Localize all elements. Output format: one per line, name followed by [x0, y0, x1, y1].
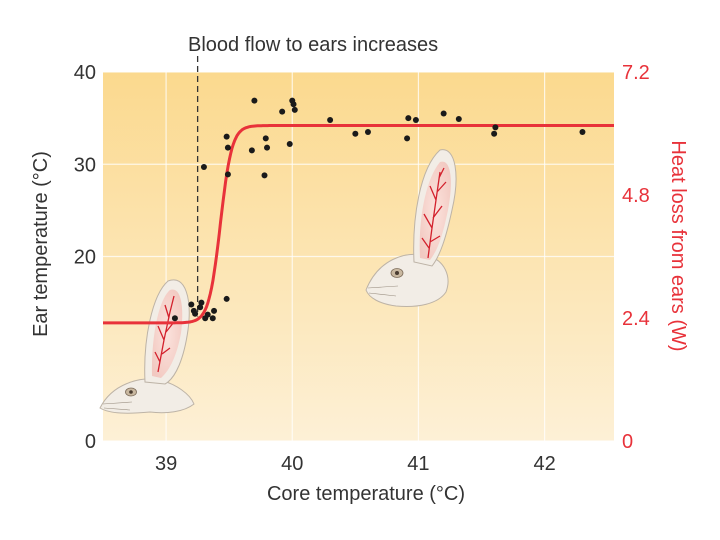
data-point — [412, 116, 419, 123]
data-point — [440, 110, 447, 117]
data-point — [224, 171, 231, 178]
y-tick-label: 20 — [74, 247, 96, 269]
data-point — [405, 115, 412, 122]
data-point — [261, 172, 268, 179]
x-tick-label: 40 — [281, 453, 303, 475]
data-point — [262, 135, 269, 142]
x-tick-label: 39 — [155, 453, 177, 475]
y2-tick-label: 4.8 — [622, 185, 650, 207]
y-axis-label: Ear temperature (°C) — [30, 151, 52, 337]
data-point — [492, 124, 499, 131]
data-point — [198, 299, 205, 306]
data-point — [352, 130, 359, 137]
data-point — [171, 315, 178, 322]
y-tick-label: 30 — [74, 154, 96, 176]
data-point — [197, 304, 204, 311]
y-axis-ticks: 0 20 30 40 — [74, 62, 96, 453]
y-tick-label: 40 — [74, 62, 96, 84]
data-point — [251, 97, 258, 104]
data-point — [290, 101, 297, 108]
y2-tick-label: 2.4 — [622, 308, 650, 330]
data-point — [404, 135, 411, 142]
y-tick-label: 0 — [85, 431, 96, 453]
data-point — [188, 301, 195, 308]
y2-axis-label: Heat loss from ears (W) — [667, 140, 689, 351]
data-point — [279, 108, 286, 115]
data-point — [223, 133, 230, 140]
rabbit-illustration-warm — [365, 149, 457, 307]
x-axis-label: Core temperature (°C) — [267, 483, 465, 505]
x-axis-ticks: 39 40 41 42 — [155, 453, 556, 475]
data-point — [291, 106, 298, 113]
data-point — [204, 311, 211, 318]
data-point — [327, 116, 334, 123]
y2-tick-label: 0 — [622, 431, 633, 453]
data-point — [223, 295, 230, 302]
heat-loss-curve — [103, 124, 614, 325]
data-points — [171, 97, 586, 322]
data-point — [248, 147, 255, 154]
data-point — [224, 144, 231, 151]
data-point — [200, 164, 207, 171]
data-point — [364, 128, 371, 135]
data-point — [264, 144, 271, 151]
y2-tick-label: 7.2 — [622, 62, 650, 84]
data-point — [491, 130, 498, 137]
data-point — [209, 315, 216, 322]
data-point — [455, 116, 462, 123]
x-tick-label: 42 — [533, 453, 555, 475]
x-tick-label: 41 — [407, 453, 429, 475]
data-point — [192, 310, 199, 317]
data-point — [211, 307, 218, 314]
data-point — [286, 140, 293, 147]
data-point — [579, 128, 586, 135]
y2-axis-ticks: 0 2.4 4.8 7.2 — [622, 62, 650, 453]
rabbit-illustration-cool — [99, 279, 195, 414]
annotation-blood-flow: Blood flow to ears increases — [188, 34, 438, 56]
